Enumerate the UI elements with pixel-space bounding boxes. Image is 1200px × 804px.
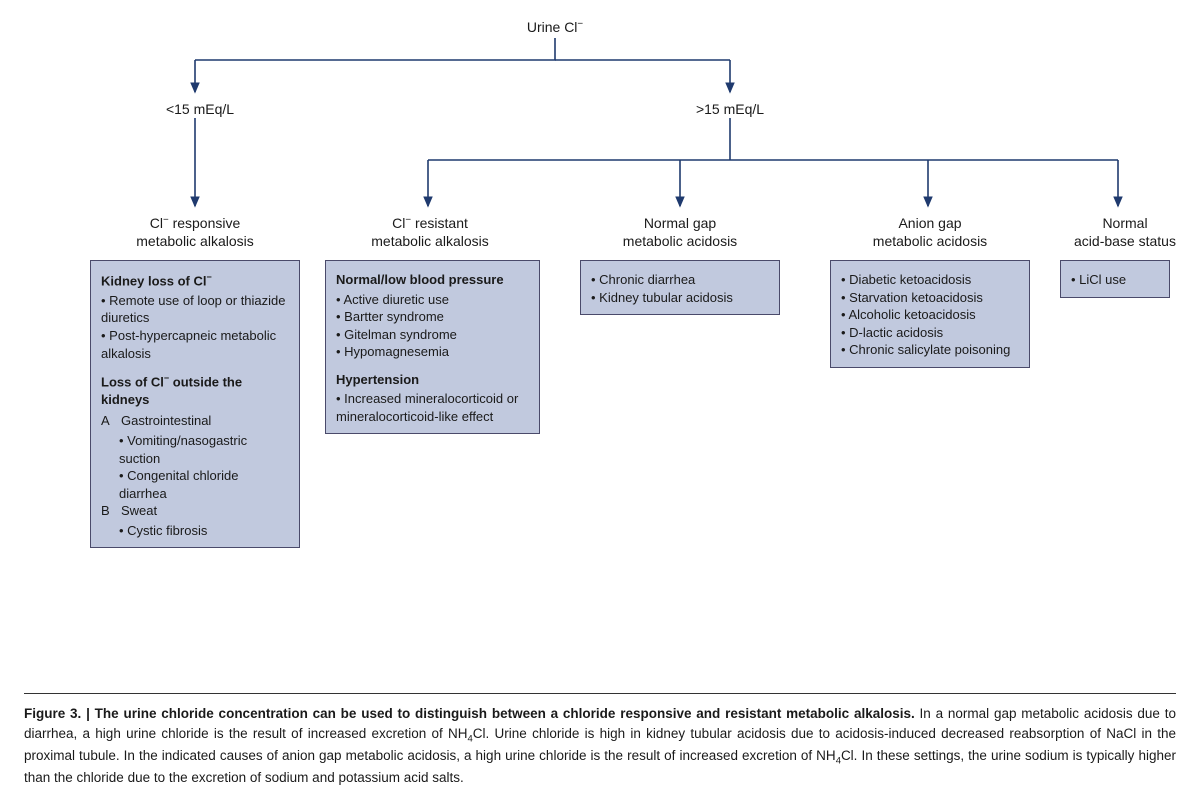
letter-a: A — [101, 412, 115, 430]
caption-label: Figure 3. | — [24, 706, 90, 721]
section-title: Kidney loss of Cl− — [101, 271, 289, 290]
box-normal-gap: Chronic diarrhea Kidney tubular acidosis — [580, 260, 780, 315]
list-item: Chronic diarrhea — [591, 271, 769, 289]
list-item: Diabetic ketoacidosis — [841, 271, 1019, 289]
letter-b: B — [101, 502, 115, 520]
node-responsive: Cl− responsivemetabolic alkalosis — [95, 214, 295, 250]
list-item: Chronic salicylate poisoning — [841, 341, 1019, 359]
box-resistant: Normal/low blood pressure Active diureti… — [325, 260, 540, 434]
list-item: Post-hypercapneic metabolic alkalosis — [101, 327, 289, 362]
box-responsive: Kidney loss of Cl− Remote use of loop or… — [90, 260, 300, 548]
list-item: Bartter syndrome — [336, 308, 529, 326]
list-item: Increased mineralocorticoid or mineraloc… — [336, 390, 529, 425]
node-normal-gap: Normal gapmetabolic acidosis — [585, 214, 775, 250]
list-item: Remote use of loop or thiazide diuretics — [101, 292, 289, 327]
node-resistant: Cl− resistantmetabolic alkalosis — [330, 214, 530, 250]
list-item: Alcoholic ketoacidosis — [841, 306, 1019, 324]
list-item: LiCl use — [1071, 271, 1159, 289]
lettered-label: Sweat — [121, 502, 157, 520]
list-item: Kidney tubular acidosis — [591, 289, 769, 307]
caption-title: The urine chloride concentration can be … — [95, 706, 915, 721]
node-gt15: >15 mEq/L — [670, 100, 790, 118]
node-normal-status: Normalacid-base status — [1050, 214, 1200, 250]
node-anion-gap: Anion gapmetabolic acidosis — [835, 214, 1025, 250]
list-item: Starvation ketoacidosis — [841, 289, 1019, 307]
list-item: Active diuretic use — [336, 291, 529, 309]
section-title: Hypertension — [336, 371, 529, 389]
list-item: Hypomagnesemia — [336, 343, 529, 361]
section-title: Normal/low blood pressure — [336, 271, 529, 289]
list-item: Gitelman syndrome — [336, 326, 529, 344]
box-anion-gap: Diabetic ketoacidosis Starvation ketoaci… — [830, 260, 1030, 368]
node-root: Urine Cl− — [505, 18, 605, 36]
list-item: Cystic fibrosis — [119, 522, 289, 540]
box-normal-status: LiCl use — [1060, 260, 1170, 298]
section-title: Loss of Cl− outside the kidneys — [101, 372, 289, 408]
node-lt15: <15 mEq/L — [140, 100, 260, 118]
list-item: Vomiting/nasogastric suction — [119, 432, 289, 467]
figure-caption: Figure 3. | The urine chloride concentra… — [24, 693, 1176, 788]
flowchart: Urine Cl− <15 mEq/L >15 mEq/L Cl− respon… — [0, 0, 1200, 640]
list-item: D-lactic acidosis — [841, 324, 1019, 342]
lettered-label: Gastrointestinal — [121, 412, 211, 430]
list-item: Congenital chloride diarrhea — [119, 467, 289, 502]
